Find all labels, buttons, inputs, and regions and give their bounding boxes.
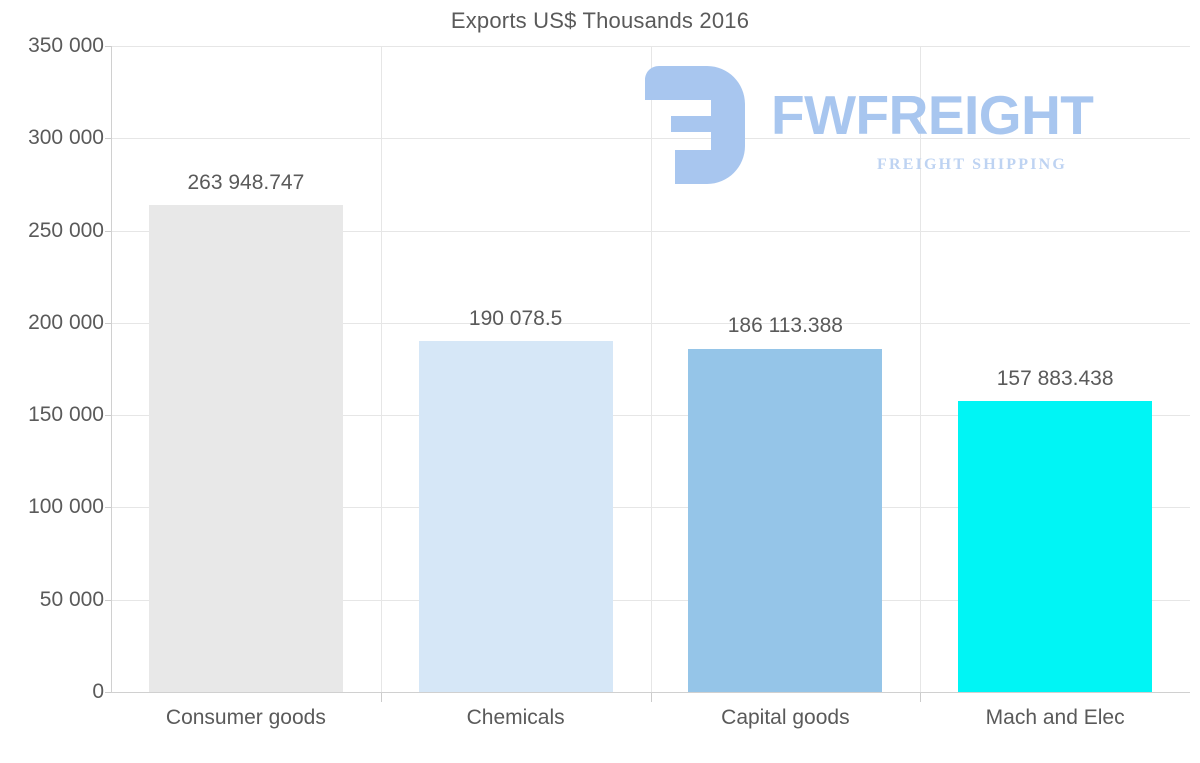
y-axis-tick-label: 200 000 [28,310,104,334]
x-axis-tick-mark [920,693,922,702]
y-axis: 0 50 000 100 000 150 000 200 000 250 000 300 0… [0,0,104,763]
y-axis-tick-mark [105,322,111,324]
y-axis-tick-mark [105,507,111,509]
x-axis-tick-mark [650,693,652,702]
y-axis-line [111,46,112,693]
x-axis-category-label: Chemicals [466,706,565,729]
x-axis-category-label: Mach and Elec [985,706,1125,729]
gridline-vertical [650,46,652,692]
x-axis-line [111,692,1190,693]
y-axis-tick-mark [105,230,111,232]
gridline-vertical [920,46,922,692]
y-axis-tick-label: 150 000 [28,403,104,427]
bar[interactable] [418,341,613,692]
y-axis-tick-label: 100 000 [28,495,104,519]
y-axis-tick-mark [105,692,111,693]
y-axis-tick-label: 50 000 [39,587,104,611]
y-axis-tick-label: 0 [92,680,104,703]
y-axis-tick-mark [105,46,111,47]
bar-value-label: 190 078.5 [468,307,563,331]
chart-title: Exports US$ Thousands 2016 [450,8,750,33]
bar-value-label: 157 883.438 [996,366,1114,390]
y-axis-tick-mark [105,599,111,601]
y-axis-tick-mark [105,138,111,140]
bar-value-label: 186 113.388 [727,314,843,338]
y-axis-tick-label: 250 000 [28,218,104,242]
x-axis-category-label: Capital goods [721,706,850,729]
bar[interactable] [148,204,343,692]
x-axis-tick-mark [380,693,382,702]
x-axis-category-label: Consumer goods [165,706,326,729]
bar-value-label: 263 948.747 [187,170,305,194]
bar[interactable] [688,348,883,692]
bar[interactable] [958,400,1153,692]
y-axis-tick-mark [105,415,111,417]
gridline-vertical [380,46,382,692]
y-axis-tick-label: 300 000 [28,126,104,150]
y-axis-tick-label: 350 000 [28,34,104,57]
